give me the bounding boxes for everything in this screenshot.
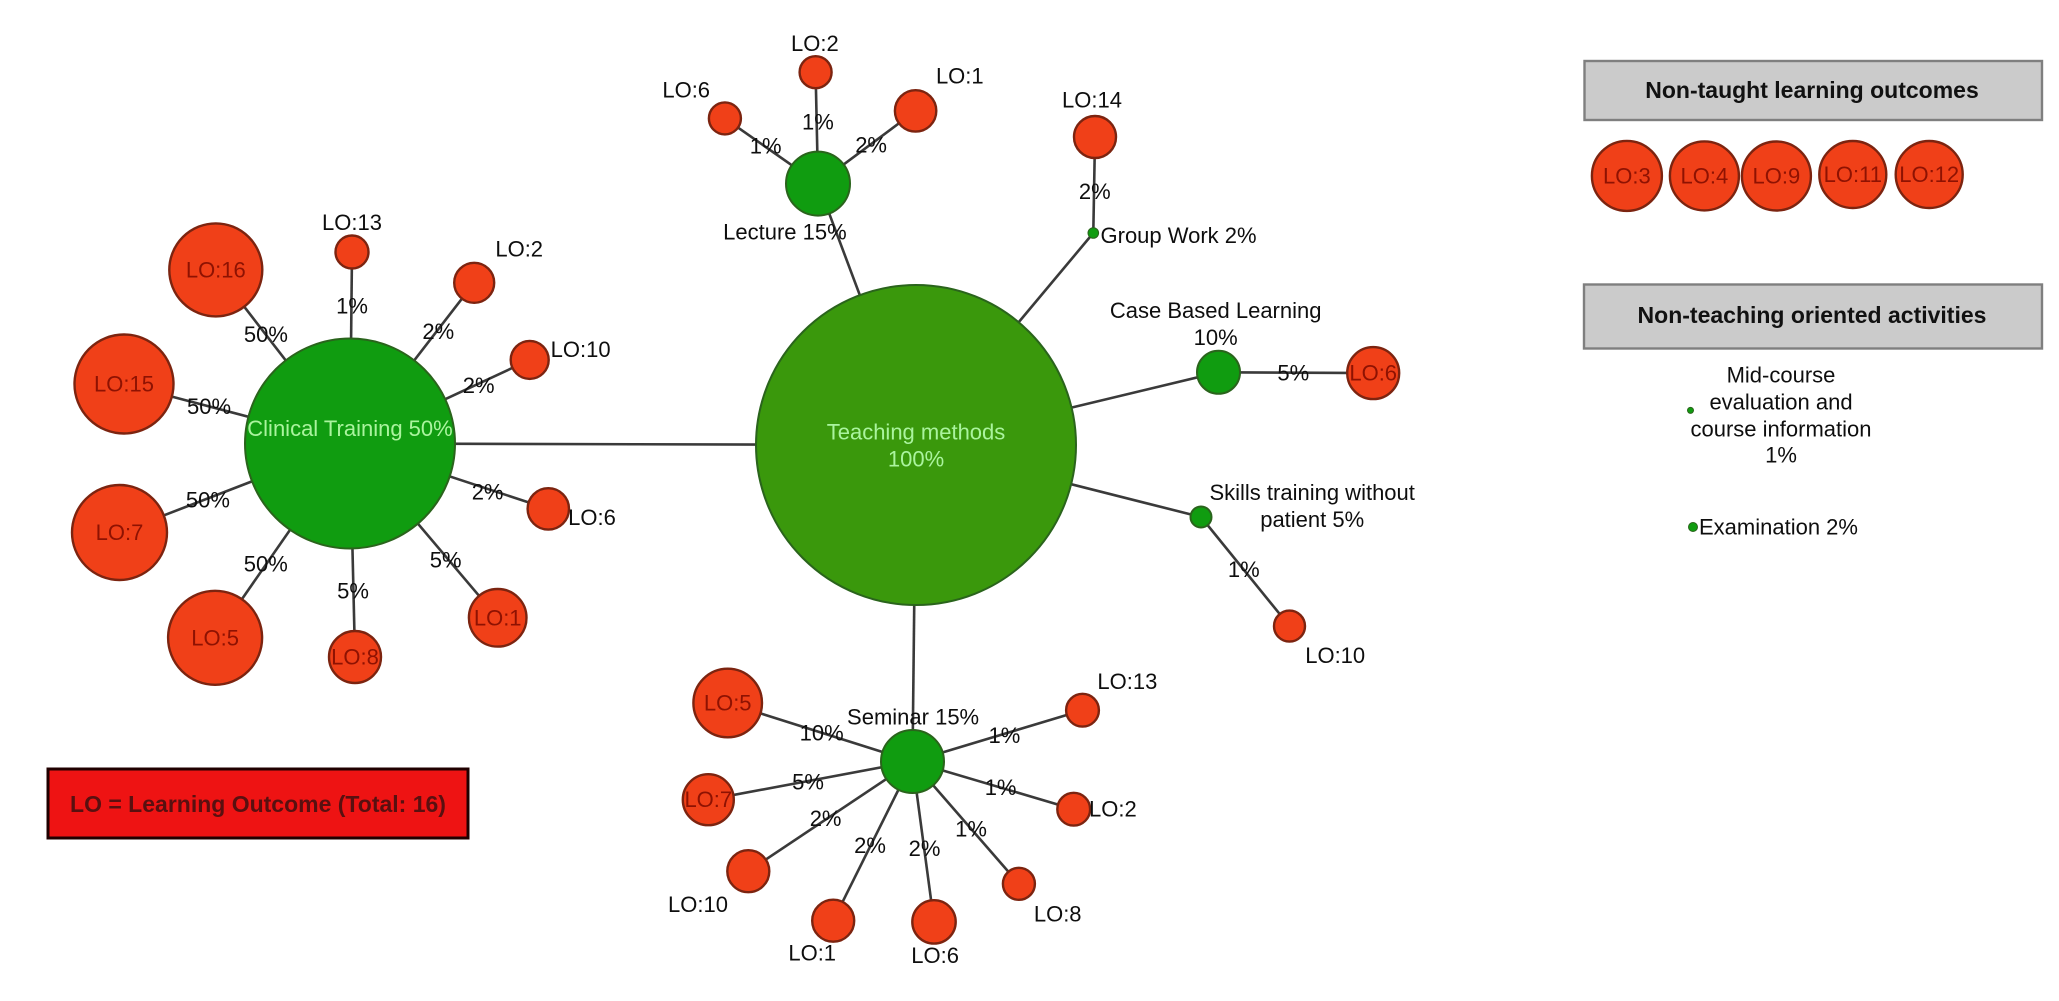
svg-text:LO:5: LO:5 [704, 691, 752, 716]
svg-text:1%: 1% [989, 723, 1021, 748]
svg-text:10%: 10% [1194, 325, 1238, 350]
svg-text:Teaching methods: Teaching methods [827, 420, 1006, 445]
svg-text:LO:1: LO:1 [474, 605, 522, 630]
svg-text:LO:1: LO:1 [788, 941, 836, 966]
svg-text:LO:13: LO:13 [1097, 669, 1157, 694]
svg-text:evaluation and: evaluation and [1709, 390, 1852, 415]
svg-text:LO:6: LO:6 [568, 505, 616, 530]
svg-text:LO:6: LO:6 [1349, 361, 1397, 386]
svg-text:5%: 5% [430, 547, 462, 572]
svg-text:2%: 2% [909, 836, 941, 861]
svg-text:5%: 5% [337, 579, 369, 604]
svg-text:LO:10: LO:10 [551, 337, 611, 362]
svg-text:LO:2: LO:2 [791, 31, 839, 56]
svg-text:LO:2: LO:2 [1089, 797, 1137, 822]
svg-text:2%: 2% [422, 319, 454, 344]
svg-text:LO:14: LO:14 [1062, 88, 1122, 113]
svg-text:LO:8: LO:8 [331, 645, 379, 670]
svg-text:LO:8: LO:8 [1034, 901, 1082, 926]
svg-text:50%: 50% [186, 487, 230, 512]
svg-text:1%: 1% [336, 294, 368, 319]
svg-text:Non-teaching oriented activiti: Non-teaching oriented activities [1638, 302, 1987, 328]
svg-text:LO:12: LO:12 [1899, 162, 1959, 187]
svg-text:2%: 2% [1079, 179, 1111, 204]
svg-text:Group Work 2%: Group Work 2% [1101, 223, 1257, 248]
svg-text:LO:11: LO:11 [1824, 162, 1882, 187]
svg-text:5%: 5% [1277, 361, 1309, 386]
svg-text:LO:9: LO:9 [1753, 164, 1801, 189]
svg-text:LO:10: LO:10 [1305, 643, 1365, 668]
svg-text:2%: 2% [810, 806, 842, 831]
svg-text:1%: 1% [955, 817, 987, 842]
svg-text:patient 5%: patient 5% [1260, 507, 1364, 532]
svg-text:LO:16: LO:16 [186, 257, 246, 282]
svg-text:10%: 10% [800, 721, 844, 746]
svg-text:1%: 1% [1228, 557, 1260, 582]
svg-text:Non-taught learning outcomes: Non-taught learning outcomes [1645, 77, 1979, 103]
svg-text:LO = Learning Outcome (Total:: LO = Learning Outcome (Total: 16) [70, 791, 446, 817]
svg-text:LO:1: LO:1 [936, 64, 984, 89]
svg-text:2%: 2% [472, 479, 504, 504]
svg-text:1%: 1% [985, 775, 1017, 800]
svg-text:1%: 1% [750, 134, 782, 159]
svg-text:50%: 50% [244, 322, 288, 347]
svg-text:Examination 2%: Examination 2% [1699, 515, 1858, 540]
svg-text:1%: 1% [1765, 443, 1797, 468]
svg-text:Lecture 15%: Lecture 15% [723, 219, 847, 244]
svg-text:LO:13: LO:13 [322, 210, 382, 235]
svg-text:50%: 50% [244, 551, 288, 576]
svg-text:LO:2: LO:2 [495, 236, 543, 261]
svg-text:1%: 1% [802, 109, 834, 134]
svg-text:5%: 5% [792, 769, 824, 794]
svg-text:LO:15: LO:15 [94, 372, 154, 397]
svg-text:Case Based Learning: Case Based Learning [1110, 298, 1322, 323]
svg-text:LO:10: LO:10 [668, 892, 728, 917]
svg-text:50%: 50% [187, 394, 231, 419]
svg-text:LO:6: LO:6 [662, 77, 710, 102]
svg-text:100%: 100% [888, 447, 944, 472]
svg-text:Seminar 15%: Seminar 15% [847, 705, 979, 730]
svg-text:LO:4: LO:4 [1681, 163, 1729, 188]
svg-text:2%: 2% [463, 373, 495, 398]
svg-text:LO:3: LO:3 [1603, 163, 1651, 188]
svg-text:LO:5: LO:5 [191, 625, 239, 650]
svg-text:Skills training without: Skills training without [1209, 480, 1414, 505]
svg-text:LO:7: LO:7 [684, 787, 732, 812]
svg-text:course information: course information [1691, 417, 1872, 442]
svg-text:LO:6: LO:6 [911, 943, 959, 968]
svg-text:Clinical Training 50%: Clinical Training 50% [247, 416, 452, 441]
svg-text:Mid-course: Mid-course [1727, 363, 1836, 388]
svg-text:2%: 2% [855, 132, 887, 157]
svg-text:LO:7: LO:7 [96, 520, 144, 545]
svg-text:2%: 2% [854, 833, 886, 858]
